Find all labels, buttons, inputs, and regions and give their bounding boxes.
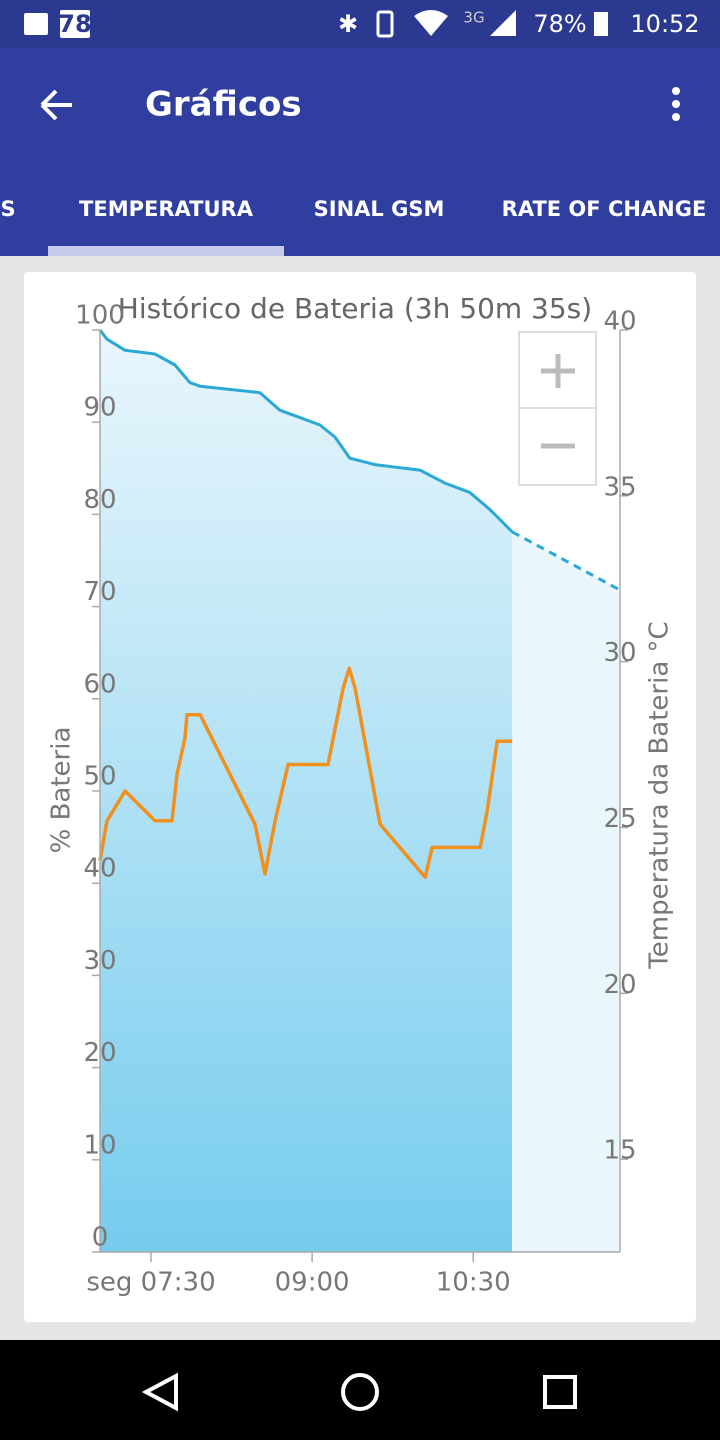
y2-axis-title: Temperatura da Bateria °C bbox=[645, 621, 675, 969]
nav-recents[interactable] bbox=[543, 1375, 577, 1409]
chart-title: Histórico de Bateria (3h 50m 35s) bbox=[118, 292, 592, 325]
labels: Histórico de Bateria (3h 50m 35s) % Bate… bbox=[47, 292, 675, 1298]
y2-tick-label: 20 bbox=[603, 970, 636, 1000]
tab-active[interactable]: TEMPERATURA bbox=[79, 197, 254, 221]
app-bar bbox=[0, 48, 720, 256]
clock: 10:52 bbox=[630, 10, 699, 38]
y2-tick-label: 35 bbox=[603, 472, 636, 502]
tab-indicator bbox=[48, 246, 284, 256]
nav-back[interactable] bbox=[141, 1372, 178, 1412]
network-type: 3G bbox=[463, 9, 484, 27]
line bbox=[98, 329, 514, 533]
y-tick-label: 20 bbox=[83, 1038, 116, 1068]
x-tick-label: 10:30 bbox=[436, 1268, 511, 1298]
status-bar bbox=[0, 0, 720, 48]
y-tick-label: 40 bbox=[83, 854, 116, 884]
y-tick-label: 60 bbox=[83, 669, 116, 699]
plot bbox=[98, 329, 621, 1252]
vibrate-icon bbox=[376, 10, 394, 38]
y2-tick-label: 15 bbox=[603, 1136, 636, 1166]
signal-icon bbox=[490, 10, 516, 36]
wifi-icon bbox=[414, 10, 448, 36]
y-tick-label: 70 bbox=[83, 577, 116, 607]
nav-bar bbox=[0, 1340, 720, 1440]
y-tick-label: 0 bbox=[92, 1223, 109, 1253]
y2-tick-label: 40 bbox=[603, 307, 636, 337]
battery-percent: 78% bbox=[533, 10, 586, 38]
y-tick-label: 80 bbox=[83, 485, 116, 515]
app-title: Gráficos bbox=[145, 85, 302, 125]
line bbox=[98, 666, 513, 879]
y2-tick-label: 30 bbox=[603, 638, 636, 668]
y2-tick-label: 25 bbox=[603, 804, 636, 834]
bluetooth-icon: ✱ bbox=[338, 10, 358, 38]
tab[interactable]: RATE OF CHANGE bbox=[502, 197, 707, 221]
tab[interactable]: S bbox=[0, 197, 15, 221]
notification-badge bbox=[60, 10, 90, 38]
nav-home[interactable] bbox=[341, 1373, 379, 1411]
y-tick-label: 10 bbox=[83, 1130, 116, 1160]
notification-count: 78 bbox=[58, 10, 91, 38]
y-tick-label: 90 bbox=[83, 393, 116, 423]
x-tick-label: 09:00 bbox=[275, 1268, 350, 1298]
back-button[interactable] bbox=[40, 89, 72, 121]
y-tick-label: 30 bbox=[83, 946, 116, 976]
menu-button[interactable] bbox=[672, 87, 680, 121]
area bbox=[512, 531, 620, 1252]
battery-icon bbox=[594, 12, 608, 36]
area bbox=[100, 330, 513, 1252]
gallery-icon bbox=[24, 13, 48, 35]
line bbox=[511, 530, 621, 592]
y-tick-label: 100 bbox=[75, 301, 125, 331]
x-tick-label: seg 07:30 bbox=[86, 1268, 215, 1298]
tab[interactable]: SINAL GSM bbox=[314, 197, 445, 221]
zoom-in[interactable] bbox=[541, 354, 575, 388]
y-axis-title: % Bateria bbox=[47, 727, 77, 854]
y-tick-label: 50 bbox=[83, 762, 116, 792]
